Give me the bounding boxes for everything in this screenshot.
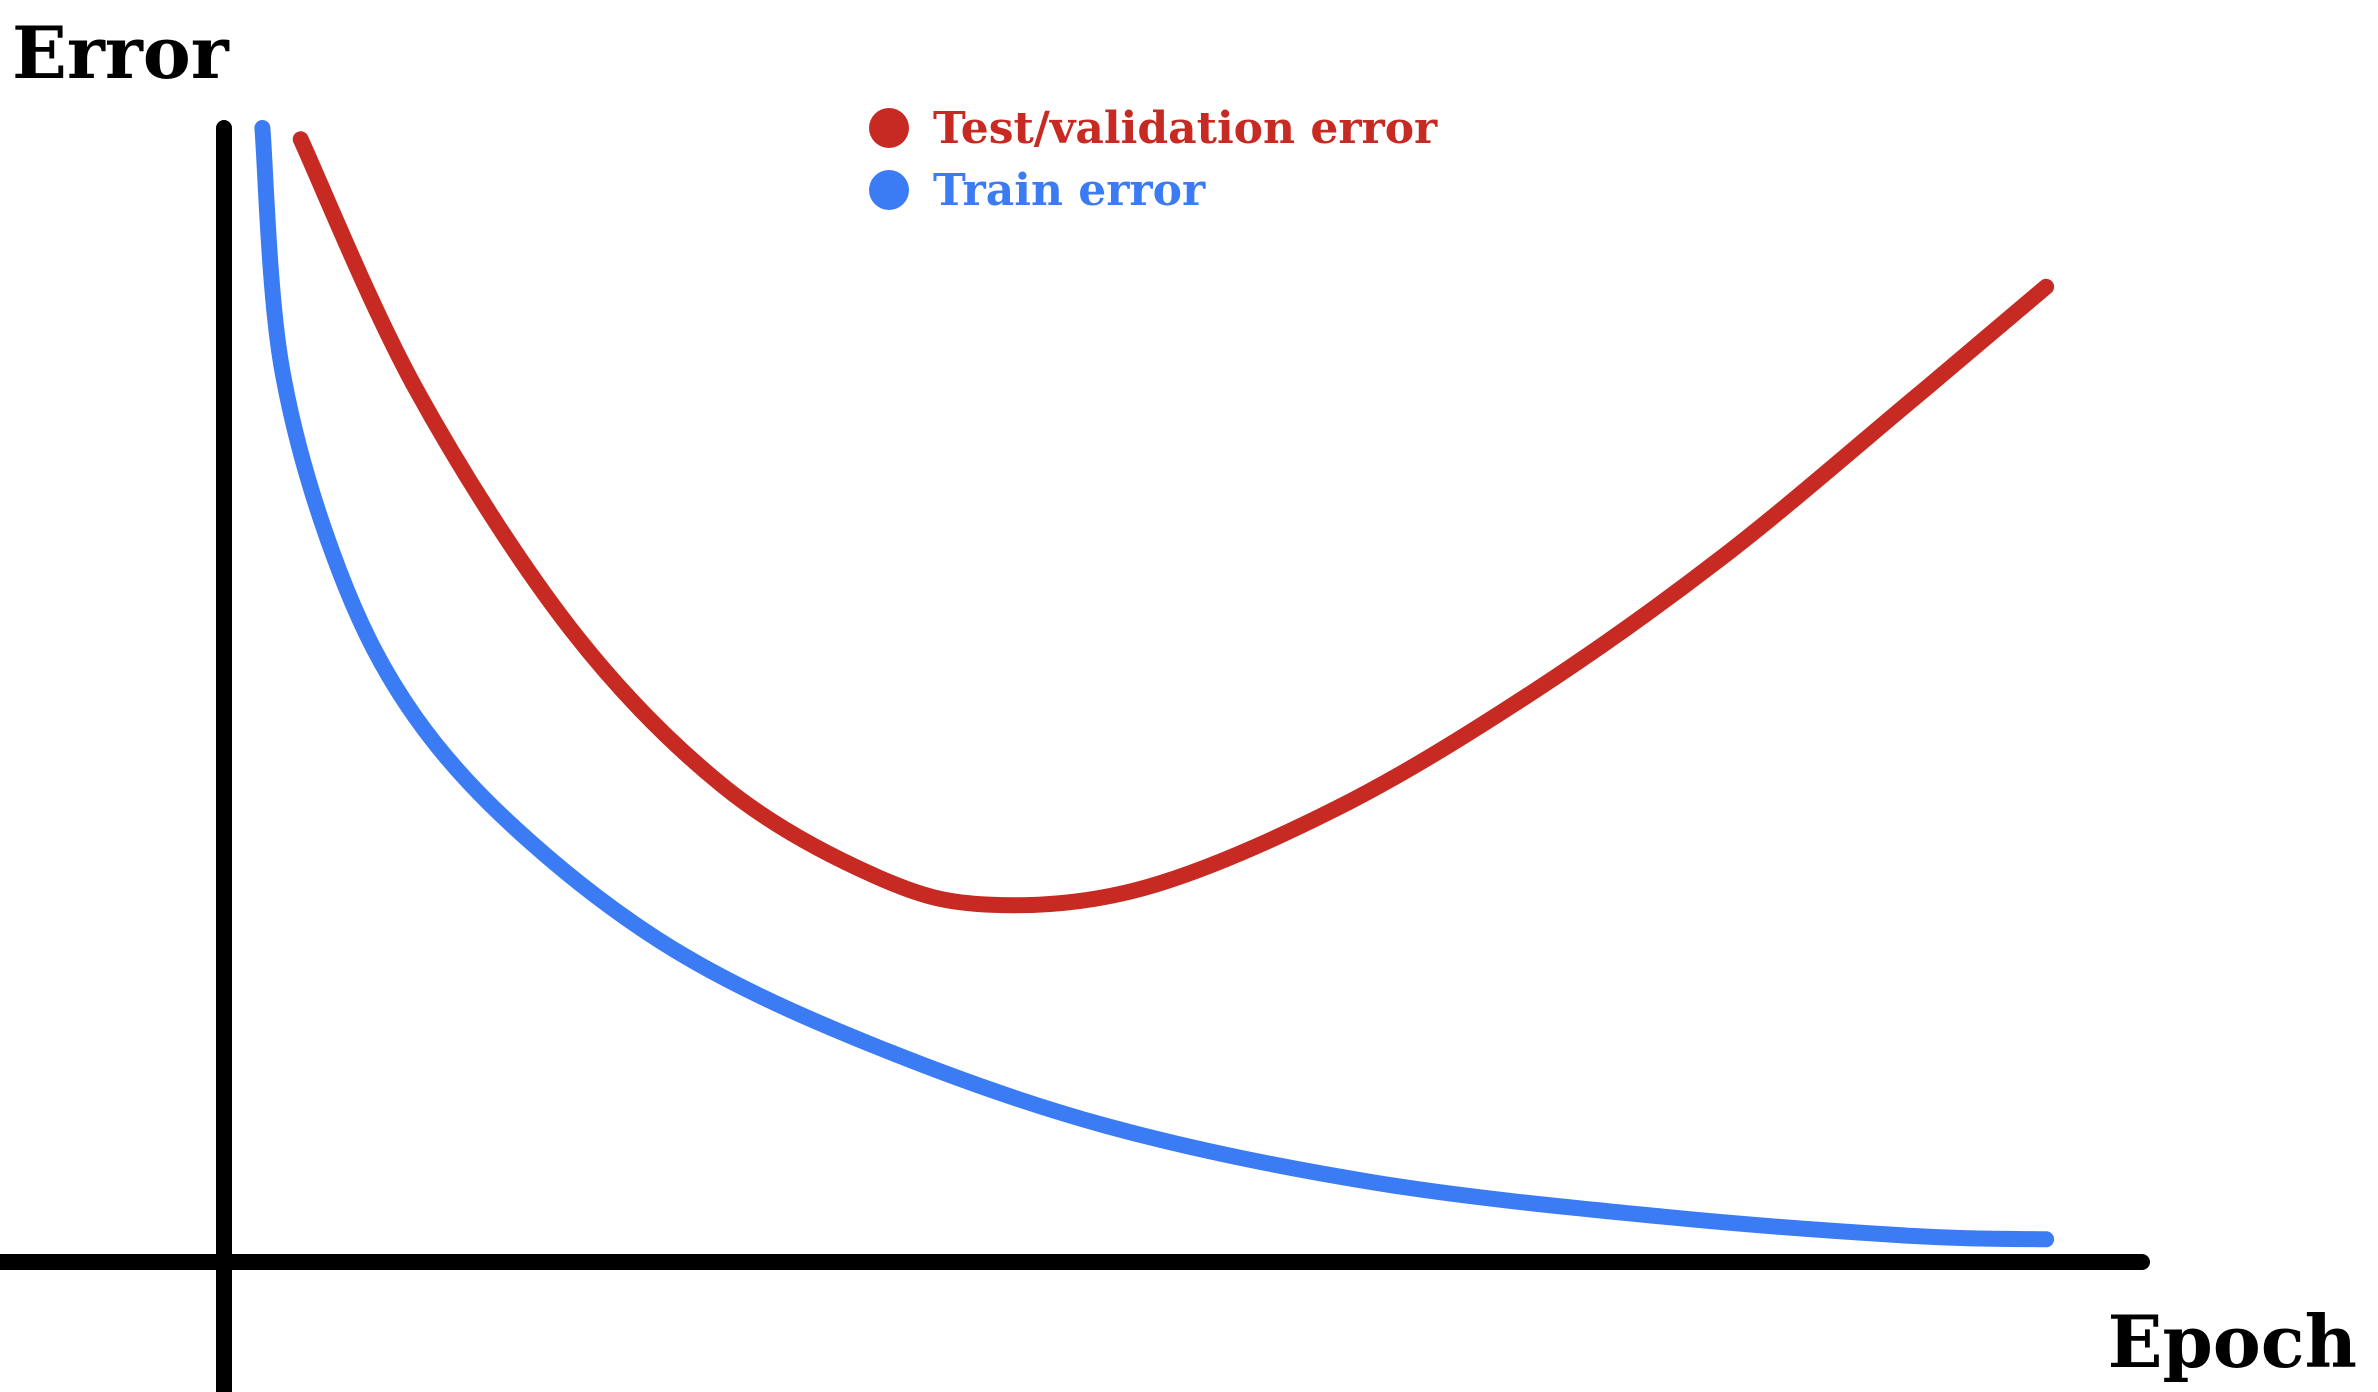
legend-label-train-error: Train error <box>933 165 1206 216</box>
legend-label-test-validation-error: Test/validation error <box>933 103 1438 154</box>
y-axis-title: Error <box>12 10 230 95</box>
legend-marker-train-error <box>869 170 909 210</box>
x-axis-title: Epoch <box>2108 1299 2357 1384</box>
legend-marker-test-validation-error <box>869 108 909 148</box>
